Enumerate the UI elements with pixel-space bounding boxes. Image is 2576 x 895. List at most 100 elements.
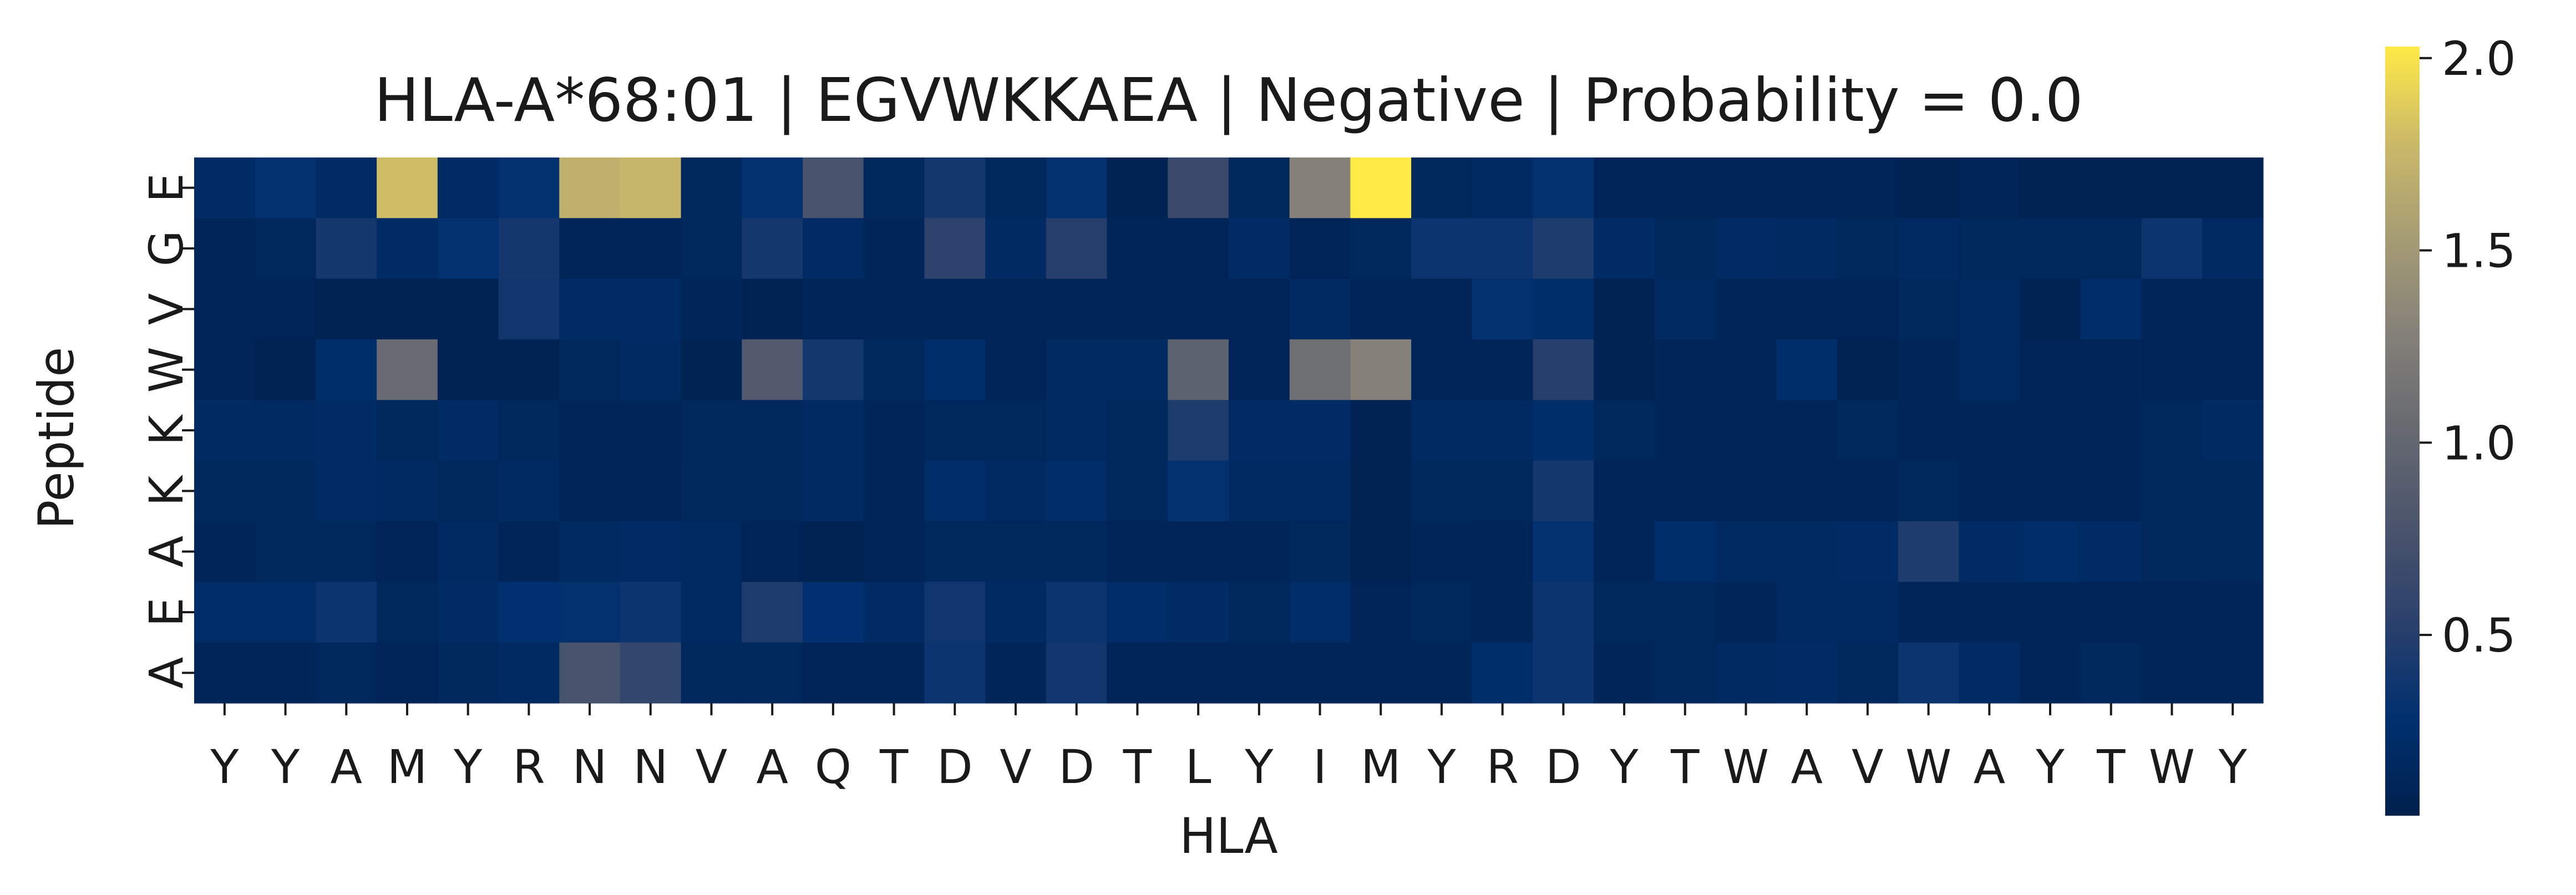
heatmap-cell bbox=[620, 642, 682, 704]
heatmap-cell bbox=[1411, 278, 1473, 340]
heatmap-cell bbox=[316, 218, 377, 279]
heatmap-cell bbox=[1594, 218, 1655, 279]
heatmap-cell bbox=[1168, 157, 1229, 218]
y-tick-label: A bbox=[139, 657, 194, 689]
heatmap-cell bbox=[803, 339, 864, 400]
heatmap-cell bbox=[1776, 400, 1838, 461]
heatmap-cell bbox=[437, 642, 499, 704]
heatmap-cell bbox=[620, 400, 682, 461]
y-axis: EGVWKKAEA bbox=[139, 173, 194, 689]
heatmap-cell bbox=[1837, 339, 1899, 400]
y-tick-label: W bbox=[139, 347, 194, 393]
heatmap-cell bbox=[1046, 582, 1108, 643]
heatmap-cell bbox=[1472, 460, 1534, 522]
heatmap-cell bbox=[2020, 339, 2081, 400]
heatmap-cell bbox=[1776, 642, 1838, 704]
x-tick-label: Y bbox=[1427, 740, 1456, 794]
x-tick-label: M bbox=[1361, 740, 1401, 794]
heatmap-cell bbox=[1289, 157, 1351, 218]
heatmap-cell bbox=[1533, 400, 1594, 461]
heatmap-cell bbox=[620, 278, 682, 340]
colorbar bbox=[2385, 47, 2420, 816]
heatmap-cell bbox=[1229, 642, 1290, 704]
x-tick-label: Y bbox=[271, 740, 300, 794]
x-tick-label: A bbox=[331, 740, 362, 794]
heatmap-cell bbox=[620, 582, 682, 643]
heatmap-cell bbox=[863, 582, 925, 643]
heatmap-cell bbox=[1411, 218, 1473, 279]
heatmap-cell bbox=[1533, 460, 1594, 522]
heatmap-cell bbox=[1776, 460, 1838, 522]
heatmap-cell bbox=[498, 157, 560, 218]
heatmap-cell bbox=[1533, 218, 1594, 279]
heatmap-cell bbox=[1654, 339, 1716, 400]
heatmap-cell bbox=[742, 339, 803, 400]
heatmap-cell bbox=[1107, 582, 1168, 643]
heatmap-cell bbox=[1046, 339, 1108, 400]
heatmap-cell bbox=[498, 400, 560, 461]
heatmap-cell bbox=[1715, 642, 1777, 704]
heatmap-cell bbox=[681, 521, 742, 582]
heatmap-cell bbox=[2202, 582, 2264, 643]
heatmap-cell bbox=[498, 582, 560, 643]
heatmap-cell bbox=[863, 278, 925, 340]
x-tick-label: V bbox=[696, 740, 727, 794]
heatmap-cell bbox=[1472, 642, 1534, 704]
heatmap-cell bbox=[1411, 339, 1473, 400]
heatmap-cell bbox=[1046, 278, 1108, 340]
heatmap-cell bbox=[863, 400, 925, 461]
heatmap-cell bbox=[681, 642, 742, 704]
heatmap-cell bbox=[1533, 642, 1594, 704]
heatmap-cell bbox=[255, 400, 317, 461]
heatmap-cell bbox=[1289, 460, 1351, 522]
heatmap-cell bbox=[1107, 278, 1168, 340]
heatmap-cell bbox=[1837, 582, 1899, 643]
heatmap-cell bbox=[1715, 400, 1777, 461]
heatmap-cell bbox=[1472, 400, 1534, 461]
heatmap-cell bbox=[498, 521, 560, 582]
heatmap-cell bbox=[1533, 521, 1594, 582]
heatmap-cell bbox=[1107, 400, 1168, 461]
heatmap-cell bbox=[803, 642, 864, 704]
heatmap-cell bbox=[1594, 460, 1655, 522]
heatmap-cell bbox=[1229, 278, 1290, 340]
heatmap-cell bbox=[498, 460, 560, 522]
heatmap-cell bbox=[1289, 582, 1351, 643]
heatmap-cell bbox=[194, 218, 256, 279]
heatmap-cell bbox=[1350, 218, 1412, 279]
heatmap-cell bbox=[2141, 460, 2203, 522]
heatmap-cell bbox=[1898, 339, 1960, 400]
x-tick-label: Y bbox=[1244, 740, 1274, 794]
heatmap-cell bbox=[803, 157, 864, 218]
heatmap-cell bbox=[1715, 339, 1777, 400]
heatmap-cell bbox=[1472, 582, 1534, 643]
x-tick-label: A bbox=[1791, 740, 1822, 794]
heatmap-cell bbox=[1107, 339, 1168, 400]
heatmap-cell bbox=[1168, 582, 1229, 643]
heatmap-cell bbox=[985, 582, 1047, 643]
x-tick-label: W bbox=[1723, 740, 1769, 794]
heatmap-cell bbox=[1168, 521, 1229, 582]
heatmap-cell bbox=[437, 400, 499, 461]
heatmap-cell bbox=[2141, 157, 2203, 218]
heatmap-cell bbox=[1654, 582, 1716, 643]
heatmap-cell bbox=[377, 218, 438, 279]
heatmap-cell bbox=[1046, 642, 1108, 704]
colorbar-ticks: 0.5 1.0 1.5 2.0 bbox=[2420, 32, 2516, 663]
heatmap-cell bbox=[1411, 460, 1473, 522]
heatmap-cell bbox=[255, 339, 317, 400]
heatmap-cell bbox=[1715, 460, 1777, 522]
heatmap-cell bbox=[498, 339, 560, 400]
heatmap-cell bbox=[2020, 218, 2081, 279]
heatmap-cell bbox=[2141, 521, 2203, 582]
heatmap-cell bbox=[1350, 157, 1412, 218]
heatmap-cell bbox=[559, 157, 621, 218]
heatmap-cell bbox=[2020, 521, 2081, 582]
heatmap-cell bbox=[620, 218, 682, 279]
heatmap-cell bbox=[1654, 157, 1716, 218]
x-tick-label: T bbox=[879, 740, 909, 794]
heatmap-cell bbox=[1168, 642, 1229, 704]
heatmap-cell bbox=[985, 521, 1047, 582]
heatmap-cell bbox=[1411, 642, 1473, 704]
